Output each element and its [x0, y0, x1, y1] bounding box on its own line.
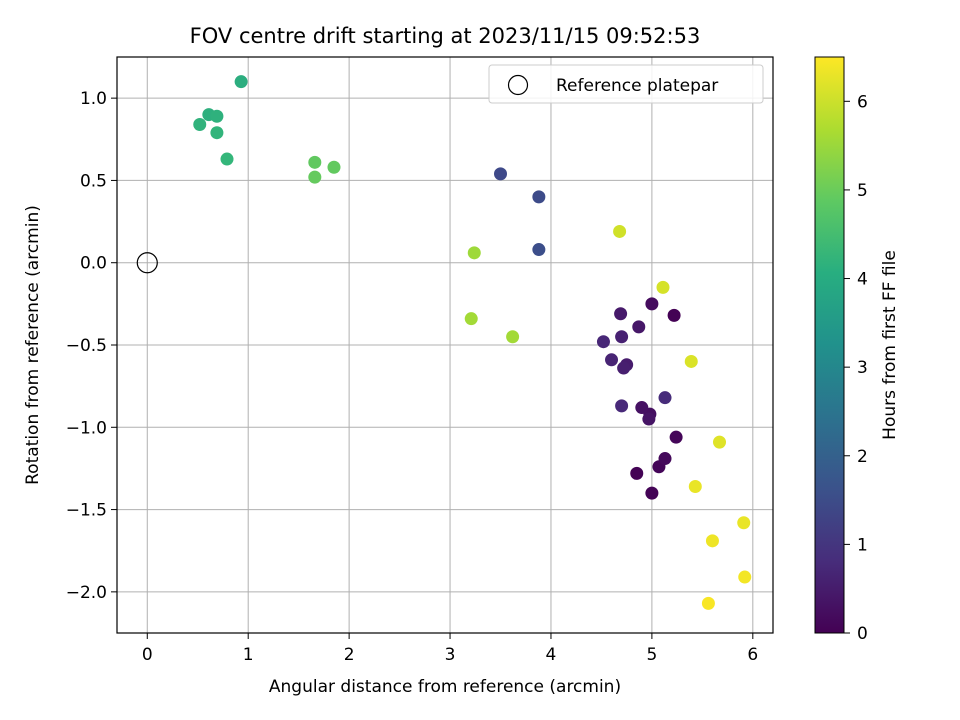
data-point [615, 330, 629, 344]
data-point [308, 170, 322, 184]
grid-lines [117, 57, 773, 633]
data-point [234, 75, 248, 89]
x-axis-ticks: 0 1 2 3 4 5 6 [142, 633, 758, 665]
colorbar: 0 1 2 3 4 5 6 Hours from first FF file [814, 56, 900, 644]
data-point [656, 280, 670, 294]
data-point [645, 297, 659, 311]
data-point [701, 596, 715, 610]
y-tick-label: 0.5 [80, 171, 107, 191]
data-point [596, 335, 610, 349]
data-point [684, 354, 698, 368]
x-tick-label: 4 [546, 645, 557, 665]
y-tick-label: 0.0 [80, 254, 107, 274]
legend-box [488, 64, 764, 104]
x-tick-label: 6 [747, 645, 758, 665]
data-point [605, 353, 619, 367]
reference-platepar-marker [136, 252, 158, 274]
x-tick-label: 1 [243, 645, 254, 665]
legend-reference-marker [507, 74, 529, 96]
data-point [635, 401, 649, 415]
data-point [713, 435, 727, 449]
colorbar-tick-label: 3 [857, 358, 868, 378]
reference-marker-group [136, 252, 158, 274]
data-point [632, 320, 646, 334]
colorbar-tick-label: 0 [857, 624, 868, 644]
colorbar-tick-label: 5 [857, 181, 868, 201]
x-tick-label: 3 [445, 645, 456, 665]
data-point [532, 243, 546, 257]
y-tick-label: −1.0 [66, 418, 107, 438]
colorbar-tick-label: 2 [857, 447, 868, 467]
y-axis-label: Rotation from reference (arcmin) [23, 205, 43, 485]
data-point [193, 117, 207, 131]
data-point [688, 480, 702, 494]
colorbar-gradient [814, 56, 845, 634]
data-point [658, 452, 672, 466]
colorbar-label: Hours from first FF file [880, 250, 900, 440]
colorbar-tick-label: 6 [857, 92, 868, 112]
data-point [738, 570, 752, 584]
data-point [464, 312, 478, 326]
data-point [532, 190, 546, 204]
data-point [642, 412, 656, 426]
legend-entry-reference: Reference platepar [556, 76, 718, 96]
data-point [220, 152, 234, 166]
y-tick-label: −0.5 [66, 336, 107, 356]
data-point [669, 430, 683, 444]
data-points [193, 75, 752, 610]
data-point [645, 486, 659, 500]
data-point [617, 361, 631, 375]
data-point [327, 160, 341, 174]
data-point [615, 399, 629, 413]
data-point [613, 224, 627, 238]
data-point [614, 307, 628, 321]
data-point [467, 246, 481, 260]
y-tick-label: −1.5 [66, 501, 107, 521]
x-axis-label: Angular distance from reference (arcmin) [269, 677, 621, 697]
colorbar-tick-label: 4 [857, 270, 868, 290]
data-point [506, 330, 520, 344]
colorbar-ticks: 0 1 2 3 4 5 6 [844, 92, 868, 644]
data-point [737, 516, 751, 530]
y-tick-label: 1.0 [80, 89, 107, 109]
data-point [210, 109, 224, 123]
colorbar-tick-label: 1 [857, 535, 868, 555]
legend: Reference platepar [488, 64, 764, 104]
data-point [658, 391, 672, 405]
y-axis-ticks: 1.0 0.5 0.0 −0.5 −1.0 −1.5 −2.0 [66, 89, 117, 603]
data-point [667, 308, 681, 322]
data-point [630, 466, 644, 480]
x-tick-label: 2 [344, 645, 355, 665]
data-point [494, 167, 508, 181]
data-point [308, 155, 322, 169]
x-tick-label: 5 [646, 645, 657, 665]
data-point [210, 126, 224, 140]
data-point [705, 534, 719, 548]
x-tick-label: 0 [142, 645, 153, 665]
y-tick-label: −2.0 [66, 583, 107, 603]
chart-title: FOV centre drift starting at 2023/11/15 … [190, 24, 701, 48]
